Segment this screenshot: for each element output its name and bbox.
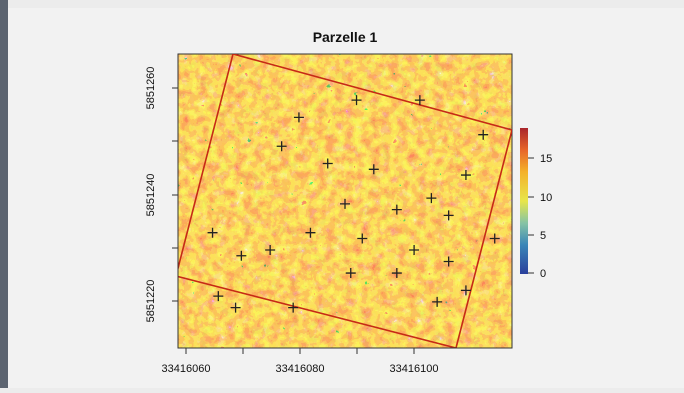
tree-marker: [391, 204, 402, 215]
colorbar-tick-label: 0: [540, 268, 546, 280]
chart-title: Parzelle 1: [313, 29, 378, 45]
tree-marker: [288, 302, 299, 313]
tree-marker: [489, 233, 500, 244]
x-tick-label: 33416080: [276, 363, 325, 375]
tree-marker: [340, 198, 350, 209]
tree-marker: [460, 170, 471, 181]
y-tick-label: 5851260: [145, 67, 157, 110]
tree-marker: [432, 296, 443, 307]
x-axis: 33416060 33416080 33416100: [162, 347, 458, 375]
tree-markers: [207, 95, 500, 313]
colorbar-tick-label: 10: [540, 192, 552, 204]
y-tick-label: 5851240: [145, 174, 157, 217]
tree-marker: [443, 256, 454, 267]
chart-svg: Parzelle 1 5851260 5851: [145, 29, 552, 375]
y-tick-label: 5851220: [145, 280, 157, 323]
tree-marker: [391, 268, 402, 279]
tree-marker: [305, 227, 316, 238]
tree-marker: [322, 158, 333, 169]
tree-marker: [414, 95, 425, 106]
colorbar-ramp: [520, 128, 528, 274]
colorbar-tick-label: 15: [540, 153, 552, 165]
tree-marker: [351, 95, 362, 106]
colorbar-tick-label: 5: [540, 230, 546, 242]
tree-marker: [276, 141, 287, 152]
x-tick-label: 33416060: [162, 363, 211, 375]
tree-marker: [213, 291, 224, 302]
tree-marker: [207, 227, 218, 238]
x-tick-label: 33416100: [390, 363, 439, 375]
tree-marker: [460, 285, 471, 296]
tree-marker: [443, 210, 454, 221]
tree-marker: [230, 302, 241, 313]
tree-marker: [478, 129, 489, 140]
figure-panel: Parzelle 1 5851260 5851: [8, 8, 684, 388]
tree-marker: [368, 164, 379, 175]
plot-boundary-polygon: [178, 54, 512, 348]
y-axis: 5851260 5851240 5851220: [145, 67, 179, 323]
tree-marker: [236, 250, 247, 261]
tree-marker: [409, 245, 420, 255]
tree-marker: [426, 193, 437, 204]
colorbar: 15 10 5 0: [520, 128, 552, 280]
tree-marker: [265, 245, 276, 255]
tree-marker: [345, 268, 356, 279]
tree-marker: [293, 112, 304, 123]
left-edge-bar: [0, 0, 8, 388]
tree-marker: [357, 233, 368, 244]
